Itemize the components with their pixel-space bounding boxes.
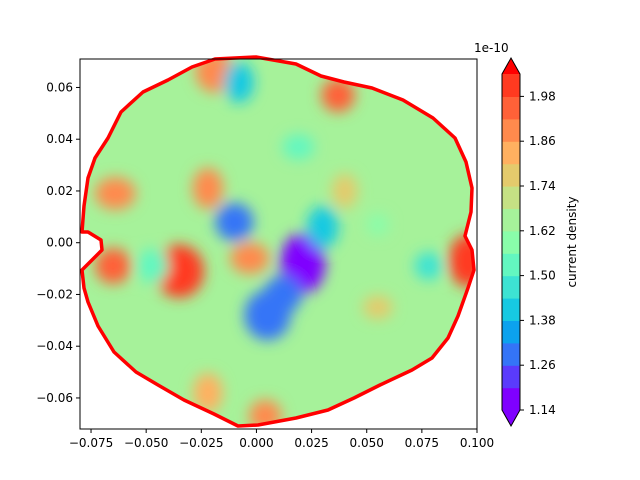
x-tick-label: 0.000 <box>239 436 273 450</box>
colorbar-cell <box>502 365 520 389</box>
colorbar-tick-label: 1.62 <box>529 224 556 238</box>
contour-feature <box>192 167 224 209</box>
x-tick-label: −0.050 <box>124 436 168 450</box>
colorbar-cell <box>502 387 520 411</box>
colorbar-cell <box>502 96 520 120</box>
contour-feature <box>366 213 389 236</box>
colorbar-cell <box>502 298 520 321</box>
contour-feature <box>95 248 132 284</box>
contour-feature <box>306 206 339 249</box>
colorbar: 1.14 1.26 1.38 1.50 1.62 1.74 1.86 1.98 1e-10 c… <box>474 41 579 428</box>
contour-feature <box>136 248 169 284</box>
contour-feature <box>363 295 393 320</box>
contour-feature <box>414 252 443 280</box>
x-tick-label: −0.025 <box>179 436 223 450</box>
x-tick-label: 0.025 <box>294 436 328 450</box>
y-tick-label: 0.00 <box>46 236 73 250</box>
x-tick-label: 0.100 <box>460 436 494 450</box>
colorbar-offset-text: 1e-10 <box>474 41 509 55</box>
contour-feature <box>248 399 282 426</box>
y-tick-label: 0.06 <box>46 80 73 94</box>
contour-feature <box>282 134 315 160</box>
plot-frame <box>79 58 478 430</box>
colorbar-extend-max <box>502 58 520 74</box>
contour-feature <box>215 202 254 242</box>
colorbar-cell <box>502 342 520 366</box>
colorbar-extend-min <box>502 410 520 426</box>
contour-field <box>82 57 474 426</box>
colorbar-label: current density <box>565 196 579 287</box>
colorbar-cell <box>502 320 520 344</box>
contour-feature <box>94 177 136 210</box>
contour-feature <box>244 290 291 341</box>
colorbar-cell <box>502 163 520 187</box>
y-tick-label: 0.04 <box>46 132 73 146</box>
x-axis: −0.075 −0.050 −0.025 0.000 0.025 0.050 0.075 0.… <box>69 429 494 450</box>
contour-feature <box>331 173 358 209</box>
contour-feature <box>448 234 474 288</box>
x-tick-label: −0.075 <box>69 436 113 450</box>
domain-boundary <box>80 55 476 428</box>
colorbar-cell <box>502 118 520 142</box>
y-tick-label: −0.06 <box>36 391 73 405</box>
y-tick-label: 0.02 <box>46 184 73 198</box>
colorbar-cell <box>502 275 520 299</box>
colorbar-cell <box>502 74 520 97</box>
x-tick-label: 0.050 <box>350 436 384 450</box>
colorbar-cell <box>502 186 520 209</box>
colorbar-cell <box>502 230 520 254</box>
contour-feature <box>223 61 254 103</box>
y-tick-label: −0.04 <box>36 339 73 353</box>
colorbar-tick-label: 1.14 <box>529 403 556 417</box>
contour-feature <box>230 242 270 274</box>
colorbar-tick-label: 1.74 <box>529 179 556 193</box>
contour-feature <box>321 78 355 112</box>
colorbar-tick-label: 1.98 <box>529 89 556 103</box>
field-background <box>82 59 474 426</box>
colorbar-cell <box>502 208 520 232</box>
x-tick-label: 0.075 <box>405 436 439 450</box>
colorbar-tick-label: 1.26 <box>529 358 556 372</box>
y-axis: 0.06 0.04 0.02 0.00 −0.02 −0.04 −0.06 <box>36 80 80 405</box>
colorbar-tick-label: 1.50 <box>529 269 556 283</box>
colorbar-tick-label: 1.86 <box>529 134 556 148</box>
y-tick-label: −0.02 <box>36 287 73 301</box>
colorbar-cell <box>502 141 520 165</box>
colorbar-tick-label: 1.38 <box>529 313 556 327</box>
colorbar-cell <box>502 253 520 277</box>
contour-feature <box>193 373 223 413</box>
